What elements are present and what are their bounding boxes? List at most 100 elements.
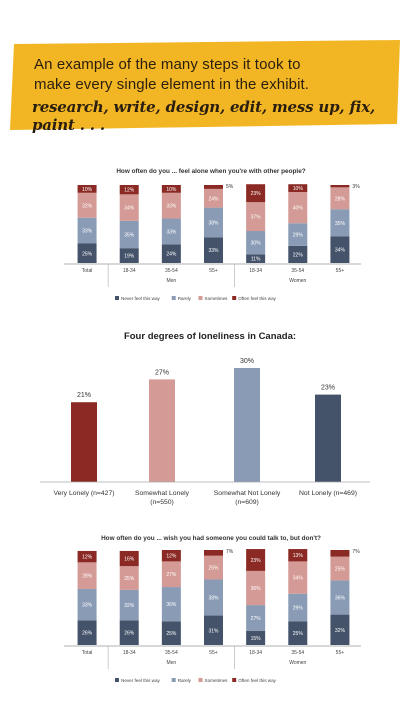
segment-label: 30% (251, 241, 262, 247)
group-label: Men (166, 660, 176, 666)
segment-label: 23% (251, 558, 262, 564)
stack-segment-4 (119, 550, 139, 567)
segment-label: 27% (166, 572, 177, 578)
category-label: 55+ (336, 268, 345, 274)
segment-label: 28% (335, 196, 346, 202)
bar-value-label: 30% (240, 358, 254, 365)
segment-label: 11% (251, 257, 261, 263)
chart-0-title: How often do you ... feel alone when you… (116, 168, 305, 175)
segment-label: 12% (124, 188, 135, 194)
segment-label: 23% (251, 191, 262, 197)
segment-label: 29% (293, 605, 304, 611)
stack-segment-2 (288, 223, 308, 246)
stack-segment-1 (246, 254, 266, 263)
category-label: Total (82, 268, 93, 274)
bar-1 (71, 402, 97, 482)
stack-segment-1 (246, 630, 266, 645)
stack-segment-1 (119, 620, 139, 645)
category-label: Somewhat Not Lonely (214, 490, 281, 497)
legend-label-4: Often feel this way (238, 678, 276, 683)
stack-segment-3 (204, 555, 223, 580)
stack-segment-1 (119, 248, 139, 263)
stack-segment-3 (330, 556, 350, 581)
category-label: Not Lonely (n=469) (299, 490, 357, 497)
bar-value-label: 23% (321, 385, 335, 392)
stack-segment-2 (119, 589, 139, 621)
group-label: Men (166, 278, 176, 284)
legend-label-2: Rarely (178, 296, 192, 301)
segment-label: 33% (82, 229, 93, 235)
category-label: 55+ (209, 268, 218, 274)
segment-label: 37% (251, 215, 262, 221)
segment-label: 36% (251, 586, 262, 592)
segment-label: 36% (335, 596, 346, 602)
segment-label: 10% (82, 187, 93, 193)
stack-segment-2 (77, 217, 97, 244)
category-label: 35-54 (165, 650, 178, 656)
stack-segment-4 (288, 184, 308, 193)
category-label: 35-54 (291, 268, 304, 274)
segment-label: 25% (82, 251, 93, 257)
stack-segment-4 (246, 549, 266, 571)
stack-segment-3 (288, 192, 308, 224)
stack-segment-4 (77, 550, 97, 563)
category-label: 18-34 (123, 650, 136, 656)
legend-label-4: Often feel this way (238, 296, 276, 301)
segment-label: 5% (226, 184, 234, 190)
legend-label-3: Sometimes (205, 296, 229, 301)
stack-segment-3 (161, 192, 181, 219)
segment-label: 15% (251, 636, 262, 642)
banner-handwritten-line: research, write, design, edit, mess up, … (32, 98, 375, 134)
segment-label: 22% (293, 252, 304, 258)
legend-swatch-1 (115, 678, 119, 682)
segment-label: 25% (335, 567, 346, 573)
segment-label: 32% (124, 603, 135, 609)
category-label: (n=609) (235, 499, 259, 506)
bar-4 (315, 394, 341, 482)
segment-label: 10% (293, 186, 304, 192)
category-label: 18-34 (123, 268, 136, 274)
segment-label: 27% (251, 616, 262, 622)
stack-segment-3 (246, 202, 266, 232)
category-label: 18-34 (249, 650, 262, 656)
stack-segment-1 (204, 615, 223, 645)
stack-segment-1 (204, 237, 223, 263)
stack-segment-2 (77, 588, 97, 621)
category-label: 55+ (336, 650, 345, 656)
segment-label: 31% (208, 628, 219, 634)
category-label: 35-54 (291, 650, 304, 656)
banner: An example of the many steps it took to … (0, 40, 404, 134)
legend-label-2: Rarely (178, 678, 192, 683)
chart-2-title: How often do you ... wish you had someon… (101, 535, 321, 542)
stack-segment-3 (161, 561, 181, 588)
legend-label-3: Sometimes (205, 678, 229, 683)
stack-segment-4 (119, 185, 139, 195)
stack-segment-4 (161, 185, 181, 193)
legend-swatch-1 (115, 296, 119, 300)
bar-3 (234, 368, 260, 482)
segment-label: 32% (82, 203, 93, 209)
segment-label: 24% (208, 196, 219, 202)
legend-label-1: Never feel this way (121, 296, 161, 301)
segment-label: 35% (124, 233, 135, 239)
stack-segment-2 (330, 580, 350, 615)
stack-segment-3 (77, 562, 97, 589)
segment-label: 25% (124, 576, 135, 582)
segment-label: 26% (124, 631, 135, 637)
bar-2 (149, 379, 175, 482)
stack-segment-4 (204, 185, 223, 189)
stack-segment-1 (330, 236, 350, 263)
stack-segment-1 (288, 245, 308, 263)
stack-segment-2 (204, 207, 223, 238)
stack-segment-3 (246, 570, 266, 606)
segment-label: 7% (226, 549, 234, 555)
segment-label: 24% (166, 252, 177, 258)
stack-segment-2 (330, 209, 350, 237)
legend-swatch-2 (171, 296, 176, 300)
segment-label: 32% (335, 628, 346, 634)
stack-segment-4 (161, 550, 181, 562)
segment-label: 10% (166, 187, 177, 193)
category-label: Somewhat Lonely (135, 490, 190, 497)
stack-segment-1 (288, 621, 308, 645)
